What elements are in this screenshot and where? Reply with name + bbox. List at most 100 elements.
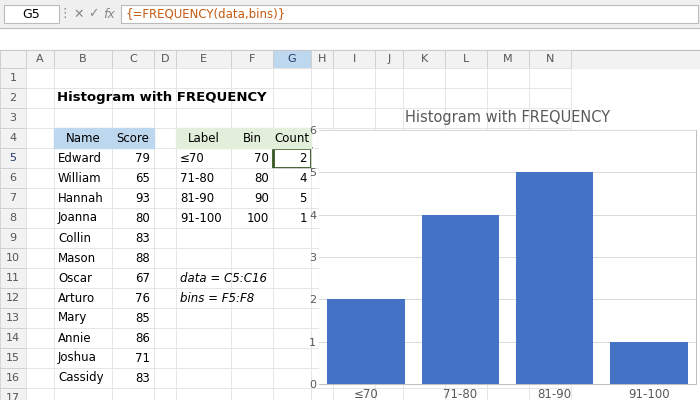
- Bar: [0, 328, 26, 348]
- Bar: [154, 50, 176, 68]
- Text: ⋮: ⋮: [59, 8, 71, 20]
- Bar: [26, 228, 54, 248]
- Bar: [328, 299, 405, 384]
- Text: 76: 76: [135, 292, 150, 304]
- Text: E: E: [200, 54, 207, 64]
- Bar: [273, 50, 311, 68]
- Bar: [0, 88, 26, 108]
- Text: 93: 93: [135, 192, 150, 204]
- Bar: [311, 50, 333, 68]
- Bar: [487, 108, 529, 128]
- Bar: [0, 188, 26, 208]
- Bar: [26, 50, 54, 68]
- Text: 71-80: 71-80: [180, 172, 214, 184]
- Bar: [529, 308, 571, 328]
- Text: J: J: [387, 54, 391, 64]
- Text: N: N: [546, 54, 554, 64]
- Bar: [487, 368, 529, 388]
- Bar: [445, 108, 487, 128]
- Bar: [273, 368, 311, 388]
- Bar: [333, 68, 375, 88]
- Bar: [333, 328, 375, 348]
- Text: Collin: Collin: [58, 232, 91, 244]
- Bar: [176, 68, 231, 88]
- Bar: [529, 108, 571, 128]
- Bar: [154, 328, 176, 348]
- Bar: [231, 368, 273, 388]
- Bar: [26, 168, 54, 188]
- Bar: [231, 50, 273, 68]
- Bar: [54, 208, 112, 228]
- Bar: [333, 168, 375, 188]
- Bar: [231, 308, 273, 328]
- Bar: [375, 50, 403, 68]
- Bar: [403, 248, 445, 268]
- Bar: [403, 88, 445, 108]
- Text: Name: Name: [66, 132, 100, 144]
- Bar: [176, 88, 231, 108]
- Text: 70: 70: [254, 152, 269, 164]
- Bar: [112, 328, 154, 348]
- Bar: [445, 248, 487, 268]
- Bar: [445, 228, 487, 248]
- Bar: [0, 208, 26, 228]
- Bar: [311, 148, 333, 168]
- Bar: [529, 208, 571, 228]
- Bar: [54, 108, 112, 128]
- Text: L: L: [463, 54, 469, 64]
- Bar: [311, 308, 333, 328]
- Bar: [403, 288, 445, 308]
- Bar: [311, 188, 333, 208]
- Bar: [273, 148, 311, 168]
- Bar: [231, 348, 273, 368]
- Bar: [154, 128, 176, 148]
- Bar: [154, 348, 176, 368]
- Bar: [26, 88, 54, 108]
- Text: 86: 86: [135, 332, 150, 344]
- Bar: [54, 228, 112, 248]
- Bar: [487, 188, 529, 208]
- Bar: [445, 268, 487, 288]
- Bar: [273, 308, 311, 328]
- Bar: [529, 128, 571, 148]
- Bar: [176, 368, 231, 388]
- Bar: [154, 108, 176, 128]
- Bar: [445, 328, 487, 348]
- Bar: [529, 388, 571, 400]
- Text: 83: 83: [135, 232, 150, 244]
- Bar: [487, 248, 529, 268]
- Text: B: B: [79, 54, 87, 64]
- Bar: [311, 88, 333, 108]
- Bar: [231, 88, 273, 108]
- Bar: [176, 228, 231, 248]
- Bar: [112, 108, 154, 128]
- Text: Histogram with FREQUENCY: Histogram with FREQUENCY: [57, 92, 267, 104]
- Bar: [26, 128, 54, 148]
- Text: 5: 5: [300, 192, 307, 204]
- Bar: [176, 248, 231, 268]
- Text: Hannah: Hannah: [58, 192, 104, 204]
- Bar: [487, 228, 529, 248]
- Text: Count: Count: [274, 132, 309, 144]
- Bar: [176, 108, 231, 128]
- Bar: [311, 128, 333, 148]
- Text: Edward: Edward: [58, 152, 102, 164]
- Bar: [403, 368, 445, 388]
- Bar: [231, 328, 273, 348]
- Text: 83: 83: [135, 372, 150, 384]
- Bar: [112, 50, 154, 68]
- Text: 13: 13: [6, 313, 20, 323]
- Bar: [231, 108, 273, 128]
- Bar: [154, 188, 176, 208]
- Bar: [375, 348, 403, 368]
- Bar: [487, 348, 529, 368]
- Bar: [445, 148, 487, 168]
- Text: 15: 15: [6, 353, 20, 363]
- Bar: [487, 328, 529, 348]
- Text: H: H: [318, 54, 326, 64]
- Bar: [445, 188, 487, 208]
- Bar: [529, 50, 571, 68]
- Bar: [375, 288, 403, 308]
- Text: 71: 71: [135, 352, 150, 364]
- Bar: [26, 348, 54, 368]
